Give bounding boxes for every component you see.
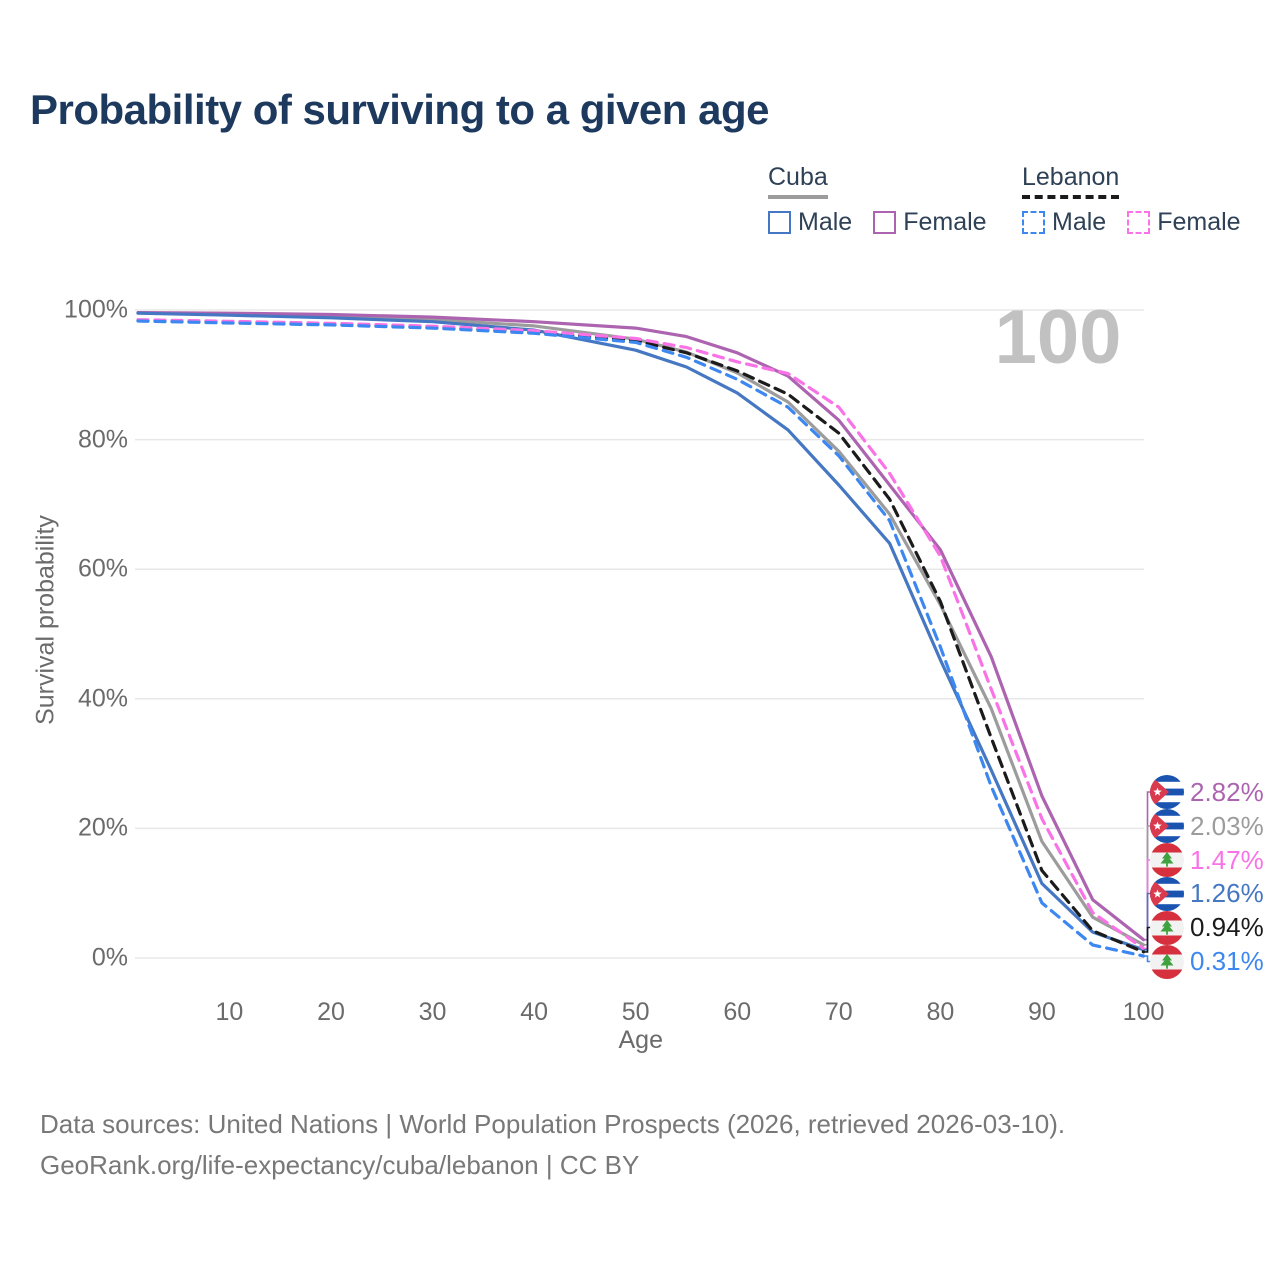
lebanon-flag-icon <box>1150 843 1184 877</box>
age-watermark: 100 <box>995 295 1122 380</box>
y-axis-title: Survival probability <box>31 515 60 725</box>
legend-item-lebanon-male[interactable]: Male <box>1022 208 1106 237</box>
end-label-row-lebanon-female: 1.47% <box>1150 843 1264 877</box>
y-tick-100: 100% <box>64 295 128 324</box>
series-line-cuba-female[interactable] <box>136 311 1146 942</box>
legend-item-cuba-female[interactable]: Female <box>873 208 987 237</box>
legend-group-lebanon-label: Lebanon <box>1022 163 1120 199</box>
end-label-value: 1.47% <box>1190 844 1264 875</box>
x-tick-50: 50 <box>621 998 650 1026</box>
legend-item-label: Female <box>1157 208 1241 236</box>
series-line-lebanon-female[interactable] <box>136 318 1146 951</box>
legend-item-label: Male <box>1052 208 1107 236</box>
legend-swatch-cuba-female <box>873 211 897 234</box>
x-tick-40: 40 <box>520 998 548 1026</box>
series-line-cuba-both-sexes[interactable] <box>136 311 1146 947</box>
legend-group-cuba: Cuba Male Female <box>768 163 987 237</box>
x-tick-10: 10 <box>215 998 244 1026</box>
legend-item-lebanon-female[interactable]: Female <box>1127 208 1241 237</box>
lebanon-flag-icon <box>1150 944 1184 979</box>
x-tick-20: 20 <box>317 998 345 1026</box>
legend-swatch-lebanon-male <box>1022 211 1045 234</box>
legend-item-label: Male <box>798 208 853 236</box>
end-label-row-cuba-female: 2.82% <box>1150 775 1264 809</box>
end-label-value: 2.03% <box>1190 810 1264 841</box>
cuba-flag-icon <box>1150 809 1184 843</box>
series-line-lebanon-both-sexes[interactable] <box>136 318 1146 954</box>
legend-swatch-cuba-male <box>768 211 791 234</box>
x-tick-100: 100 <box>1122 998 1165 1026</box>
x-tick-30: 30 <box>418 998 447 1026</box>
legend-group-cuba-label: Cuba <box>768 163 828 199</box>
end-label-row-cuba-both-sexes: 2.03% <box>1150 809 1264 843</box>
x-tick-90: 90 <box>1028 998 1056 1026</box>
x-tick-70: 70 <box>824 998 853 1026</box>
y-tick-0: 0% <box>91 943 128 972</box>
legend-item-cuba-male[interactable]: Male <box>768 208 852 237</box>
lebanon-flag-icon <box>1150 910 1184 945</box>
end-label-value: 2.82% <box>1190 776 1264 807</box>
end-label-value: 0.94% <box>1190 912 1264 942</box>
x-axis-title: Age <box>618 1026 663 1054</box>
legend-group-lebanon-items: Male Female <box>1022 208 1241 237</box>
legend-group-lebanon: Lebanon Male Female <box>1022 163 1241 237</box>
data-source-footer: Data sources: United Nations | World Pop… <box>40 1104 1065 1186</box>
y-tick-40: 40% <box>77 684 128 713</box>
cuba-flag-icon <box>1150 876 1184 911</box>
end-label-value: 1.26% <box>1190 878 1264 908</box>
legend-item-label: Female <box>903 208 987 236</box>
cuba-flag-icon <box>1150 775 1184 809</box>
footer-attribution-line: GeoRank.org/life-expectancy/cuba/lebanon… <box>40 1150 640 1180</box>
series-lines <box>136 311 1146 958</box>
series-line-lebanon-male[interactable] <box>136 319 1146 958</box>
y-tick-80: 80% <box>77 425 128 454</box>
x-tick-60: 60 <box>723 998 752 1026</box>
x-tick-80: 80 <box>926 998 955 1026</box>
footer-sources-line: Data sources: United Nations | World Pop… <box>40 1109 1066 1139</box>
legend-group-cuba-items: Male Female <box>768 208 987 237</box>
end-label-value: 0.31% <box>1190 946 1264 976</box>
gridlines <box>135 309 1144 959</box>
series-line-cuba-male[interactable] <box>136 311 1146 952</box>
end-label-row-lebanon-male: 0.31% <box>1150 944 1264 979</box>
y-tick-20: 20% <box>77 813 128 842</box>
legend-swatch-lebanon-female <box>1127 211 1151 234</box>
end-label-row-cuba-male: 1.26% <box>1150 876 1264 911</box>
y-tick-60: 60% <box>77 554 128 583</box>
end-label-row-lebanon-both-sexes: 0.94% <box>1150 910 1264 945</box>
page-title: Probability of surviving to a given age <box>30 86 769 133</box>
